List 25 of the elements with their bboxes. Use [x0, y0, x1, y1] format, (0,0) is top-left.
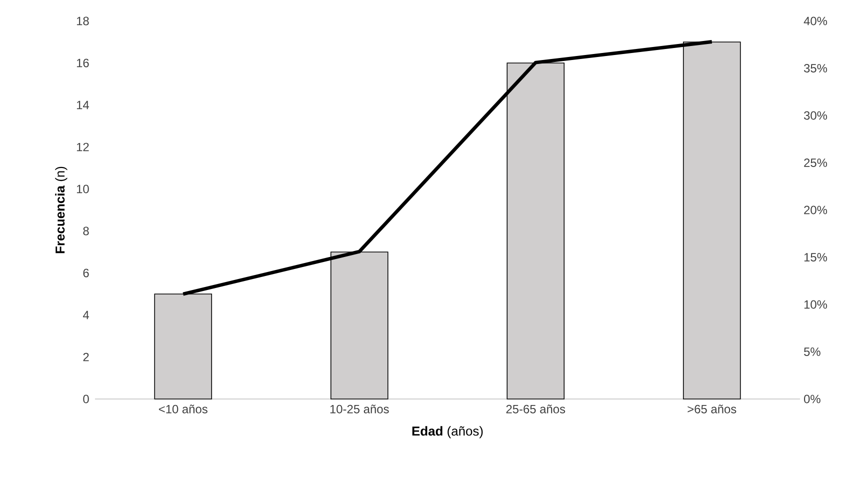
x-tick-label: >65 años	[688, 404, 736, 414]
y2-tick-label: 15%	[804, 253, 828, 262]
y-tick-label: 10	[76, 184, 89, 194]
y-tick-label: 18	[76, 16, 89, 26]
y2-tick-label: 10%	[804, 300, 828, 309]
y-tick-label: 0	[83, 394, 89, 404]
y-tick-label: 12	[76, 142, 89, 152]
y2-tick-label: 5%	[804, 348, 820, 356]
x-axis-title: Edad (años)	[412, 426, 483, 438]
y2-tick-label: 0%	[804, 394, 820, 404]
y-tick-label: 16	[76, 58, 89, 68]
y2-tick-label: 35%	[804, 64, 828, 72]
y-tick-label: 14	[76, 100, 89, 110]
y-tick-label: 4	[82, 310, 89, 320]
y-tick-label: 8	[83, 226, 89, 236]
y2-tick-label: 20%	[804, 206, 828, 214]
y-tick-label: 6	[83, 268, 89, 278]
y-tick-label: 2	[83, 352, 89, 362]
x-tick-label: 10-25 años	[330, 404, 389, 414]
y2-tick-label: 30%	[804, 111, 828, 120]
y2-tick-label: 25%	[804, 158, 828, 167]
x-tick-label: <10 años	[158, 404, 208, 414]
y2-tick-label: 40%	[804, 16, 828, 26]
y-axis-title: Frecuencia (n)	[55, 166, 68, 254]
x-tick-label: 25-65 años	[506, 404, 566, 414]
